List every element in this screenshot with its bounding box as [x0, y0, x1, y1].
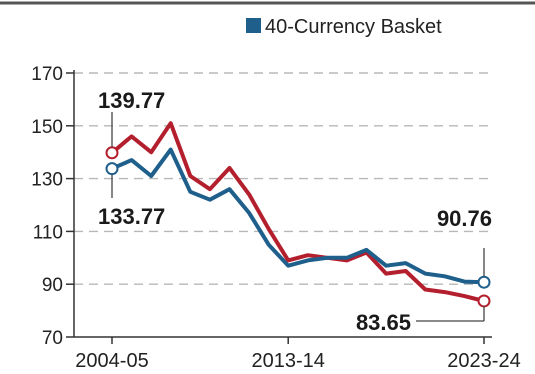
legend-swatch — [246, 18, 261, 33]
axes — [73, 70, 492, 338]
y-tick-label: 70 — [42, 328, 63, 349]
y-tick-label: 90 — [42, 275, 63, 296]
y-tick-label: 150 — [31, 117, 63, 138]
endpoint-marker — [105, 146, 119, 160]
x-axis: 2004-05 2013-14 2023-24 — [75, 337, 521, 372]
y-axis: 170 150 130 110 90 70 — [31, 64, 74, 349]
endpoint-marker — [105, 162, 119, 176]
endpoint-marker — [477, 294, 491, 308]
endpoint-marker — [477, 275, 491, 289]
x-tick-label: 2004-05 — [75, 350, 148, 372]
data-label: 139.77 — [98, 88, 165, 113]
data-label: 133.77 — [98, 204, 165, 229]
y-tick-label: 110 — [33, 222, 63, 243]
y-tick-label: 130 — [31, 170, 63, 191]
legend: 40-Currency Basket — [246, 16, 442, 38]
series-line-1 — [110, 121, 486, 303]
data-annotations: 139.77 133.77 90.76 83.65 — [98, 88, 492, 335]
data-label: 83.65 — [356, 310, 411, 335]
x-tick-label: 2013-14 — [252, 350, 325, 372]
x-tick-label: 2023-24 — [447, 350, 520, 372]
y-tick-label: 170 — [31, 64, 63, 85]
legend-label: 40-Currency Basket — [265, 16, 442, 38]
series-lines — [110, 121, 486, 303]
series-line-0 — [110, 147, 486, 285]
data-label: 90.76 — [437, 206, 492, 231]
